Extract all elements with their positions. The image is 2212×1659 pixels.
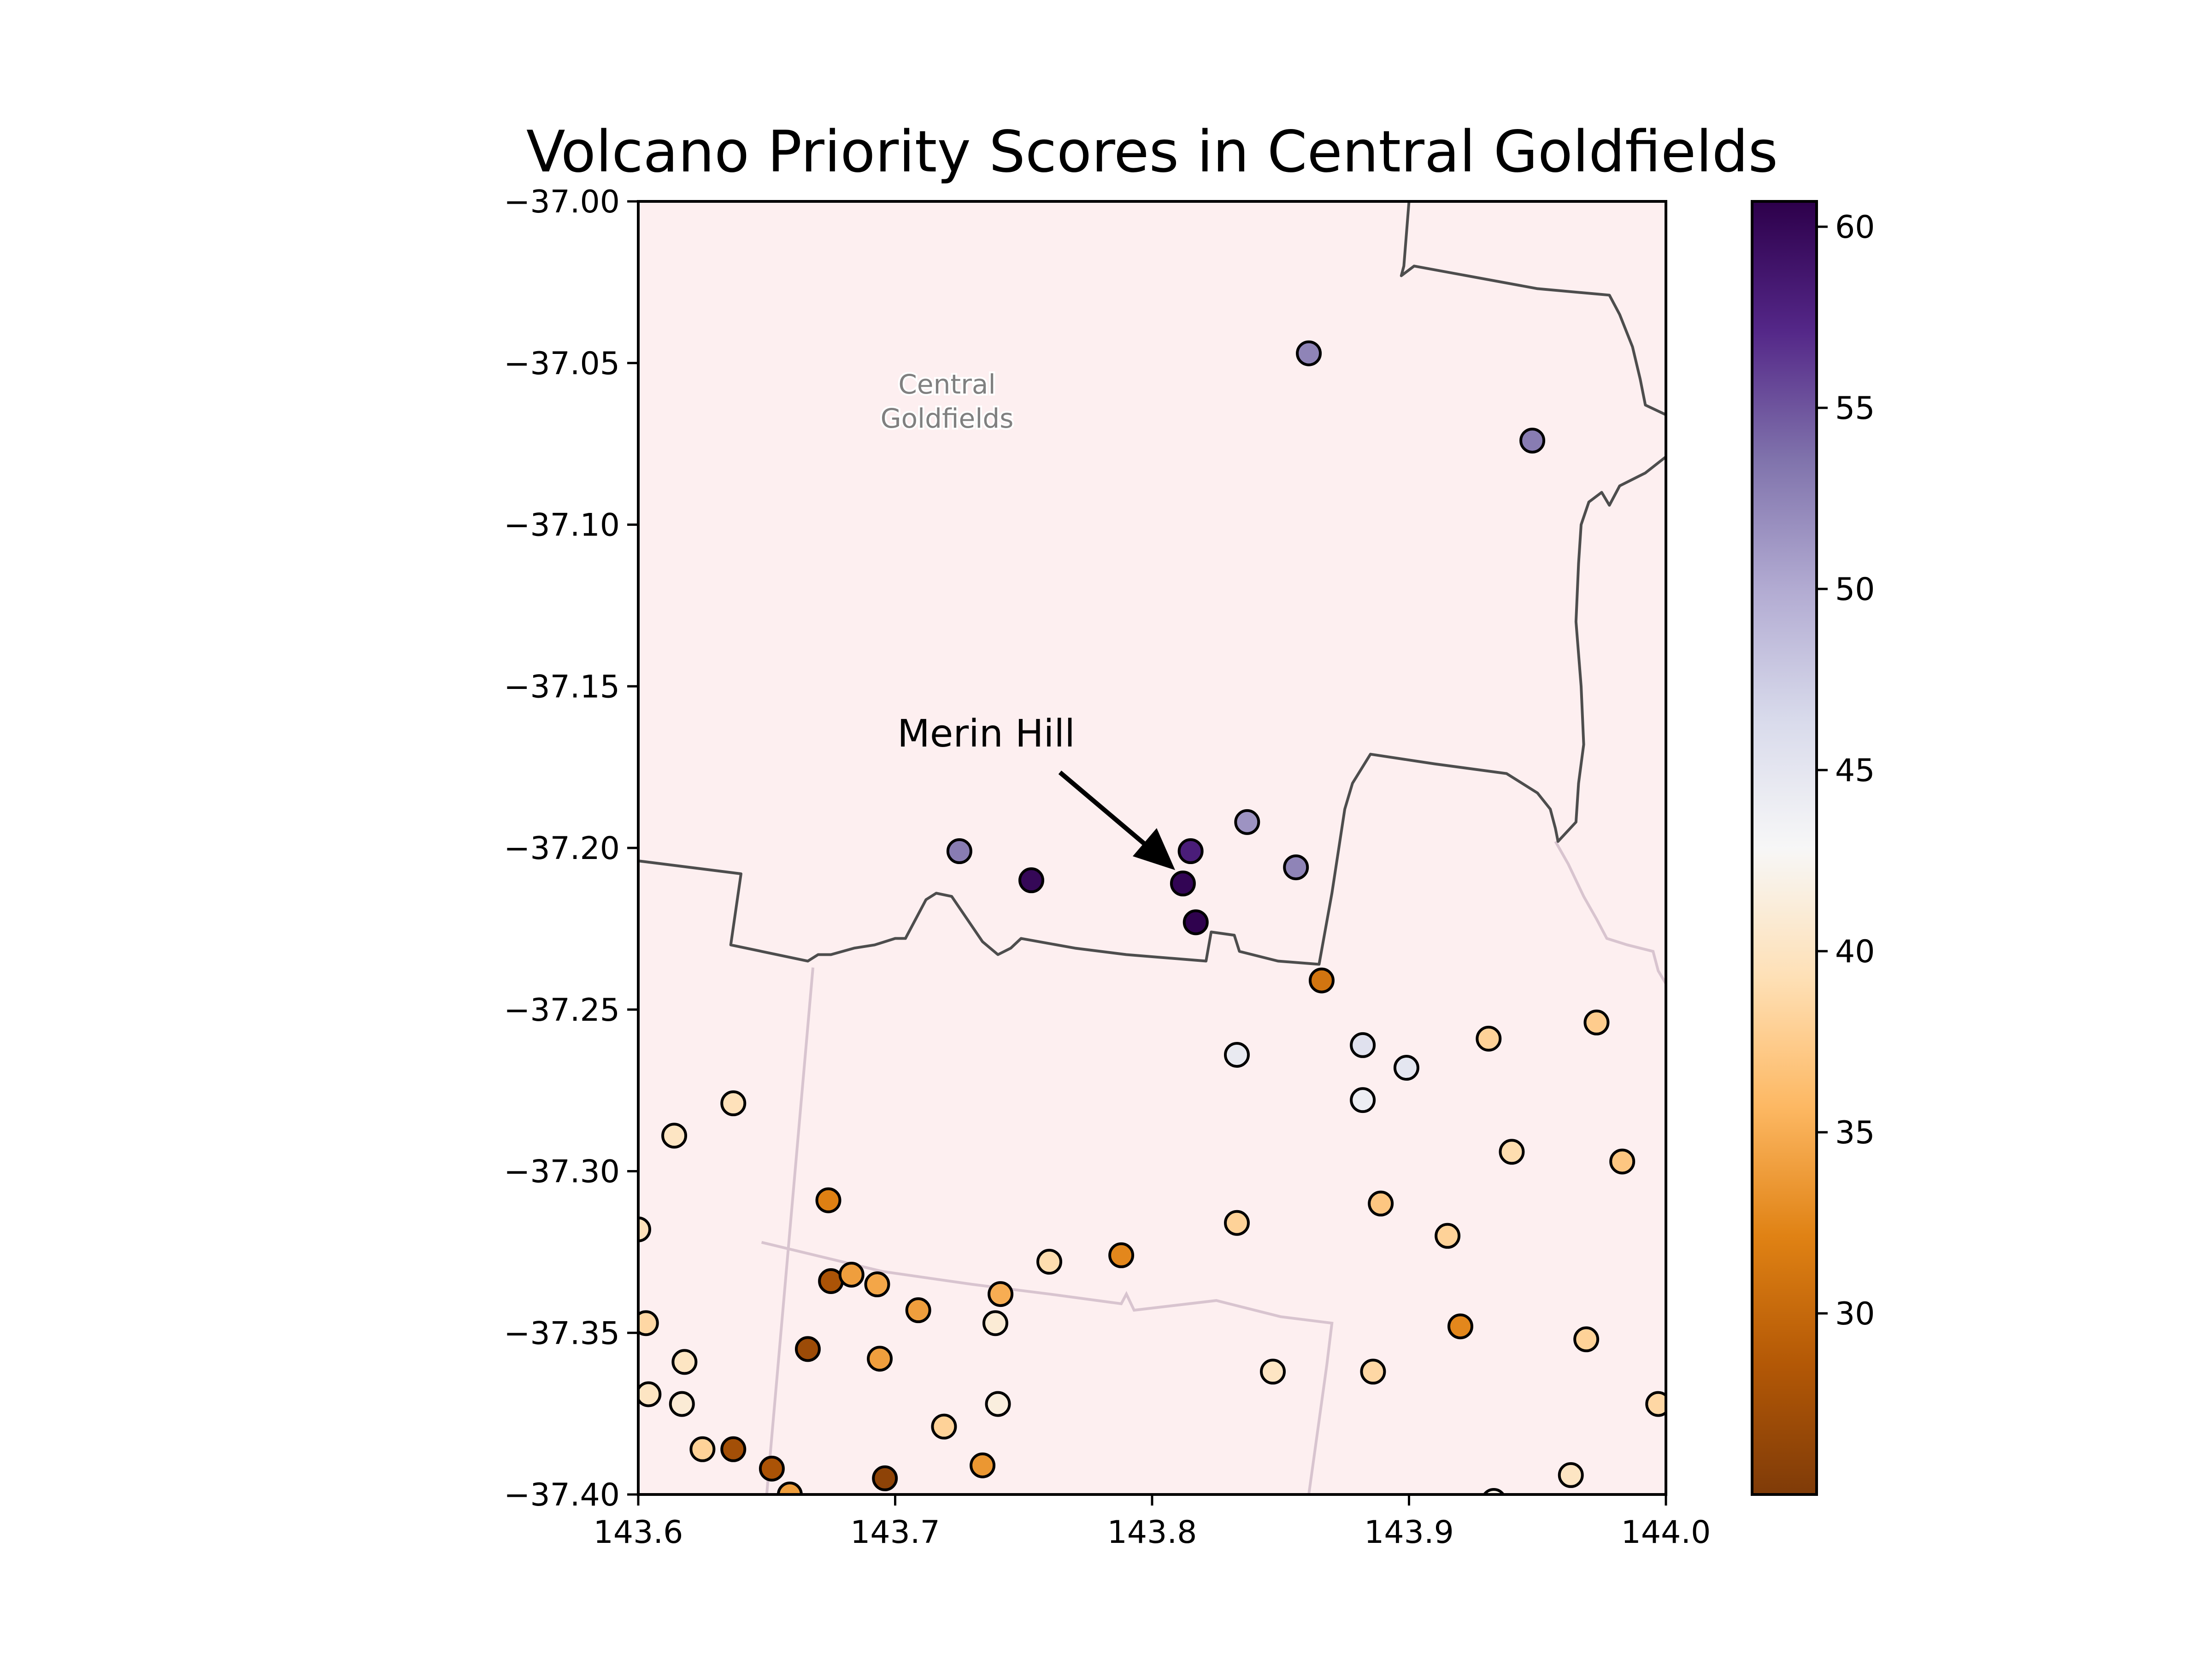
volcano-point	[1558, 1462, 1584, 1488]
volcano-point	[985, 1391, 1011, 1417]
colorbar-tick-label: 45	[1835, 753, 1875, 789]
volcano-points	[638, 340, 1666, 1494]
volcano-point	[1483, 1488, 1505, 1494]
chart-title: Volcano Priority Scores in Central Goldf…	[526, 119, 1778, 185]
annotation-arrow-shaft	[1058, 771, 1151, 850]
colorbar-tick-label: 35	[1835, 1115, 1875, 1151]
y-tick-label: −37.10	[504, 507, 620, 544]
volcano-point	[982, 1310, 1008, 1336]
y-tick-label: −37.15	[504, 669, 620, 705]
volcano-point	[669, 1391, 695, 1417]
volcano-point	[1108, 1242, 1135, 1268]
boundary-faint-west	[765, 967, 815, 1494]
volcano-point	[1609, 1148, 1635, 1175]
volcano-point	[638, 1381, 662, 1407]
volcano-point	[1645, 1391, 1666, 1417]
volcano-point	[1177, 838, 1204, 865]
volcano-point	[988, 1281, 1014, 1307]
volcano-point	[1583, 1009, 1610, 1035]
colorbar-tick-label: 40	[1835, 934, 1875, 970]
volcano-point	[661, 1123, 688, 1149]
volcano-point	[905, 1297, 931, 1324]
annotation-label: Merin Hill	[897, 712, 1075, 756]
boundary-faint-south	[761, 1241, 1334, 1494]
x-tick-label: 143.9	[1364, 1514, 1454, 1551]
volcano-point	[689, 1436, 716, 1462]
y-tick-label: −37.30	[504, 1154, 620, 1190]
volcano-point	[1435, 1223, 1461, 1249]
volcano-point	[759, 1455, 785, 1482]
boundary-central-goldfields	[638, 455, 1666, 966]
colorbar-frame	[1751, 200, 1818, 1496]
volcano-point	[1182, 909, 1209, 935]
y-tick-label: −37.20	[504, 830, 620, 867]
volcano-point	[638, 1216, 651, 1242]
map-layers	[638, 201, 1666, 1494]
volcano-point	[867, 1346, 893, 1372]
volcano-point	[970, 1452, 996, 1478]
volcano-point	[1224, 1210, 1250, 1236]
y-tick-label: −37.40	[504, 1477, 620, 1513]
colorbar-tick-label: 60	[1835, 209, 1875, 246]
volcano-point	[1350, 1087, 1376, 1113]
volcano-point	[1308, 967, 1335, 994]
boundary-faint-east	[1554, 841, 1666, 985]
volcano-point	[1296, 340, 1322, 366]
colorbar-tick-label: 50	[1835, 571, 1875, 608]
volcano-point	[1360, 1359, 1386, 1385]
volcano-point	[1573, 1326, 1600, 1353]
annotation-arrow-head	[1133, 828, 1175, 870]
volcano-point	[1447, 1313, 1473, 1340]
volcano-point	[794, 1336, 821, 1362]
volcano-point	[1393, 1055, 1419, 1081]
y-axis: −37.00 −37.05 −37.10 −37.15 −37.20 −37.25 −37.…	[504, 184, 638, 1513]
volcano-point	[815, 1187, 841, 1213]
y-tick-label: −37.25	[504, 992, 620, 1029]
x-tick-label: 143.8	[1107, 1514, 1197, 1551]
region-label-line1: Central	[898, 369, 995, 400]
colorbar-tick-label: 55	[1835, 390, 1875, 427]
volcano-point	[1234, 809, 1260, 835]
x-axis: 143.6 143.7 143.8 143.9 144.0	[594, 1494, 1711, 1551]
colorbar-tick-label: 30	[1835, 1296, 1875, 1332]
volcano-point	[1018, 867, 1044, 894]
volcano-point	[671, 1349, 698, 1375]
volcano-point	[1170, 871, 1196, 897]
colorbar-ramp	[1752, 201, 1817, 1494]
volcano-point	[838, 1261, 865, 1288]
volcano-point	[1036, 1248, 1062, 1275]
region-label-line2: Goldfields	[881, 403, 1014, 434]
lga-boundaries	[638, 201, 1666, 966]
y-tick-label: −37.35	[504, 1315, 620, 1352]
y-tick-label: −37.05	[504, 346, 620, 382]
x-tick-label: 143.6	[594, 1514, 683, 1551]
volcano-point	[777, 1482, 803, 1494]
neighbouring-boundaries	[761, 841, 1666, 1494]
volcano-point	[872, 1465, 898, 1491]
volcano-point	[720, 1436, 747, 1462]
volcano-point	[720, 1090, 747, 1117]
volcano-point	[1476, 1025, 1502, 1052]
volcano-point	[638, 1310, 659, 1336]
volcano-point	[1350, 1032, 1376, 1058]
y-tick-label: −37.00	[504, 184, 620, 220]
volcano-point	[1224, 1041, 1250, 1068]
volcano-point	[946, 838, 972, 865]
volcano-point	[1519, 428, 1546, 454]
volcano-point	[931, 1413, 957, 1440]
volcano-point	[1260, 1359, 1286, 1385]
x-tick-label: 143.7	[850, 1514, 940, 1551]
volcano-point	[1368, 1190, 1394, 1217]
x-tick-label: 144.0	[1621, 1514, 1711, 1551]
volcano-point	[1499, 1139, 1525, 1165]
volcano-point	[1283, 854, 1309, 881]
volcano-point	[864, 1271, 890, 1298]
colorbar-ticks: 30 35 40 45 50 55 60	[1817, 209, 1875, 1332]
boundary-northeast	[1400, 201, 1666, 416]
